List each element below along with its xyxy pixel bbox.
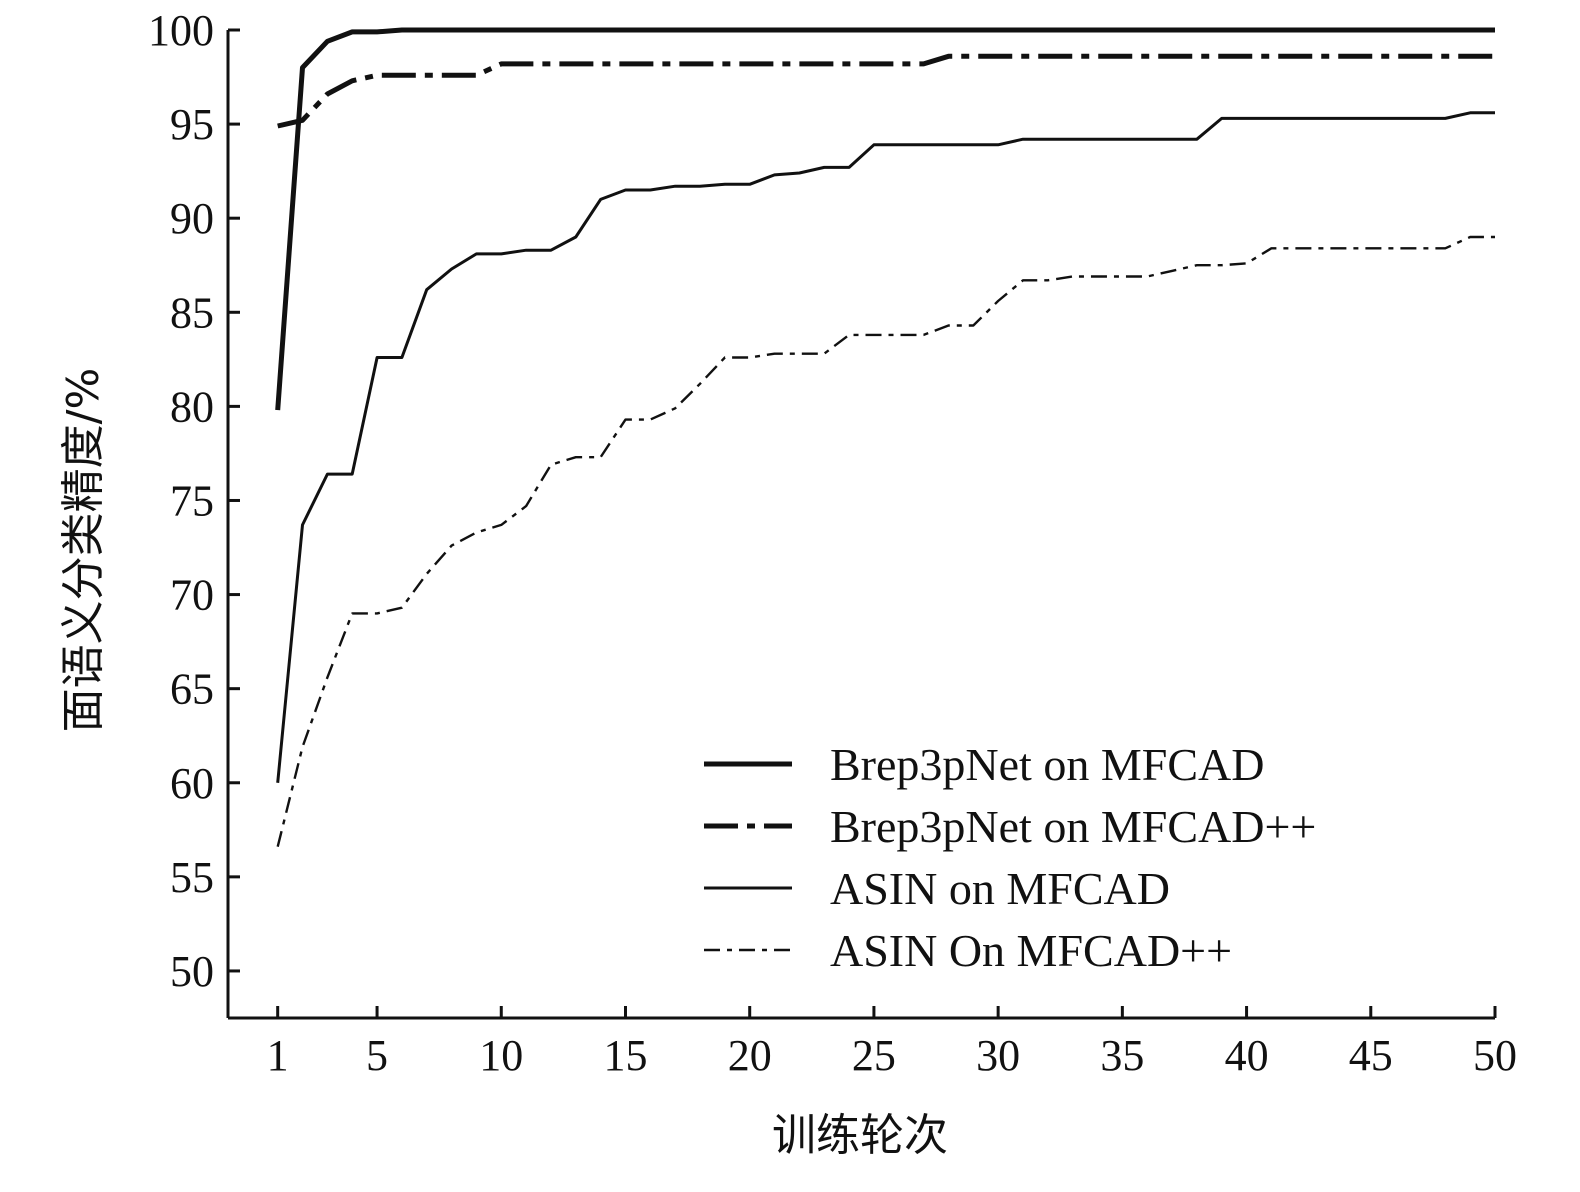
y-tick-label: 50 xyxy=(170,947,214,996)
y-tick-label: 85 xyxy=(170,288,214,337)
x-tick-label: 20 xyxy=(728,1031,772,1080)
y-tick-label: 65 xyxy=(170,665,214,714)
x-tick-label: 25 xyxy=(852,1031,896,1080)
x-tick-label: 45 xyxy=(1349,1031,1393,1080)
series-line-3 xyxy=(276,111,1495,783)
y-tick-label: 55 xyxy=(170,853,214,902)
y-tick-label: 90 xyxy=(170,194,214,243)
y-tick-label: 80 xyxy=(170,382,214,431)
legend: Brep3pNet on MFCAD Brep3pNet on MFCAD++ AS… xyxy=(704,739,1316,976)
ticks: 1 5 10 15 20 25 30 35 40 45 5050556065707580859095… xyxy=(148,6,1517,1080)
y-tick-label: 70 xyxy=(170,571,214,620)
x-axis-title: 训练轮次 xyxy=(772,1110,948,1161)
x-tick-label: 5 xyxy=(366,1031,388,1080)
x-tick-label: 50 xyxy=(1473,1031,1517,1080)
y-tick-label: 95 xyxy=(170,100,214,149)
series-line-2 xyxy=(277,53,1495,129)
x-tick-label: 1 xyxy=(267,1031,289,1080)
legend-label-1: Brep3pNet on MFCAD xyxy=(830,739,1264,790)
y-tick-label: 100 xyxy=(148,6,214,55)
series-line-1 xyxy=(275,27,1495,411)
plot-lines xyxy=(275,27,1495,847)
x-tick-label: 15 xyxy=(603,1031,647,1080)
x-tick-label: 40 xyxy=(1225,1031,1269,1080)
legend-label-3: ASIN on MFCAD xyxy=(830,863,1170,914)
y-axis-title: 面语义分类精度/% xyxy=(58,368,109,733)
x-tick-label: 10 xyxy=(479,1031,523,1080)
legend-label-2: Brep3pNet on MFCAD++ xyxy=(830,801,1316,852)
axes xyxy=(226,30,1495,1020)
x-tick-label: 30 xyxy=(976,1031,1020,1080)
y-tick-label: 60 xyxy=(170,759,214,808)
x-tick-label: 35 xyxy=(1100,1031,1144,1080)
legend-label-4: ASIN On MFCAD++ xyxy=(830,925,1232,976)
y-tick-label: 75 xyxy=(170,476,214,525)
